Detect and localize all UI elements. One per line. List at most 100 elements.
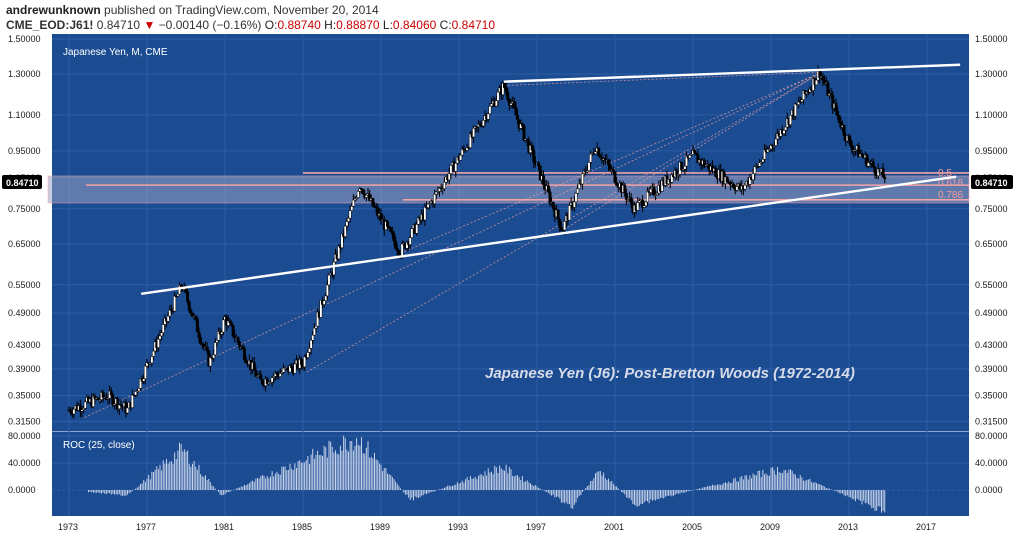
price-bar	[392, 233, 396, 242]
price-bar	[644, 201, 648, 206]
price-bar	[675, 170, 679, 176]
price-bar	[212, 354, 216, 359]
price-bar	[312, 327, 316, 336]
price-bar	[345, 221, 349, 227]
price-bar	[496, 91, 500, 101]
price-bar	[243, 348, 246, 361]
price-bar	[299, 359, 303, 365]
price-bar	[693, 150, 697, 154]
price-bar	[623, 184, 627, 194]
price-bar	[449, 165, 453, 174]
price-bar	[548, 191, 552, 204]
price-bar	[551, 202, 555, 209]
price-bar	[572, 201, 576, 208]
price-bar	[308, 348, 311, 353]
author-link[interactable]: andrewunknown	[6, 3, 101, 17]
price-bar	[537, 162, 541, 166]
y-tick-right: 0.75000	[975, 204, 1008, 214]
price-bar	[389, 227, 393, 233]
price-bar	[751, 173, 755, 180]
price-bar	[589, 153, 593, 163]
low-value: 0.84060	[392, 18, 437, 32]
price-bar	[135, 390, 139, 393]
price-bar	[504, 87, 508, 93]
price-bar	[324, 295, 328, 301]
price-bar	[72, 408, 76, 415]
price-bar	[231, 324, 235, 337]
price-bar	[199, 337, 203, 344]
x-tick: 1989	[370, 522, 390, 532]
x-tick: 1977	[136, 522, 156, 532]
price-bar	[826, 82, 830, 96]
price-bar	[577, 183, 581, 190]
resistance-trendline	[503, 63, 961, 83]
price-bar	[761, 159, 765, 163]
price-bar	[608, 164, 612, 171]
price-bar	[587, 162, 591, 171]
price-bar	[244, 359, 248, 363]
symbol-name[interactable]: CME_EOD:J61!	[6, 18, 94, 32]
price-bar	[611, 169, 615, 172]
price-bar	[821, 76, 825, 81]
price-bar	[459, 154, 463, 161]
price-bar	[195, 318, 199, 333]
price-bar	[442, 181, 446, 189]
price-bar	[213, 342, 217, 356]
price-bar	[629, 197, 633, 205]
price-bar	[594, 151, 597, 155]
price-bar	[860, 153, 864, 157]
price-bar	[836, 110, 840, 116]
y-tick-right: 0.65000	[975, 239, 1008, 249]
y-tick-left: 0.55000	[8, 280, 41, 290]
price-bar	[685, 155, 688, 167]
price-bar	[652, 187, 656, 196]
price-bar	[150, 356, 154, 364]
price-bar	[356, 190, 360, 198]
price-bar	[468, 133, 472, 149]
price-bar	[220, 331, 224, 335]
price-bar	[649, 188, 653, 193]
price-bar	[109, 390, 113, 396]
y-tick-left: 0.31500	[8, 416, 41, 426]
price-bar	[481, 120, 485, 127]
price-bar	[348, 210, 352, 219]
y-tick-left: 1.30000	[8, 69, 41, 79]
x-tick: 2017	[916, 522, 936, 532]
price-bar	[260, 379, 264, 385]
price-bar	[423, 206, 427, 221]
price-bar	[556, 209, 560, 220]
price-bar	[158, 335, 162, 340]
price-bar	[361, 188, 365, 195]
price-bar	[883, 176, 887, 180]
price-bar	[325, 284, 329, 297]
y-tick-right: 0.31500	[975, 416, 1008, 426]
price-bar	[486, 113, 490, 120]
price-bar	[415, 224, 419, 234]
price-bar	[881, 168, 885, 178]
price-bar	[160, 332, 164, 337]
price-bar	[152, 350, 155, 357]
fib-label: 0.786	[938, 190, 963, 201]
support-zone	[47, 175, 970, 204]
price-bar	[753, 166, 757, 174]
price-bar	[327, 274, 331, 286]
left-price-axis[interactable]: 1.500001.300001.100000.950000.850000.750…	[8, 34, 41, 495]
right-price-axis[interactable]: 1.500001.300001.100000.950000.850000.750…	[975, 34, 1008, 495]
price-bar	[512, 101, 516, 108]
price-bar	[371, 198, 375, 207]
price-bar	[101, 392, 105, 398]
price-change: −0.00140 (−0.16%)	[158, 18, 262, 32]
time-axis[interactable]: 1973 1977 1981 1985 1989 1993 1997 2001 2005 2009…	[58, 522, 936, 532]
price-bar	[789, 114, 792, 125]
y-tick-right: 0.49000	[975, 308, 1008, 318]
price-bar	[173, 295, 177, 312]
price-bar	[689, 154, 693, 156]
price-bar	[646, 190, 649, 203]
y-tick-left: 0.39000	[8, 364, 41, 374]
price-bar	[568, 205, 571, 221]
price-bar	[597, 147, 601, 157]
price-bar	[702, 160, 706, 167]
price-bar	[525, 138, 529, 141]
price-bar	[230, 322, 233, 326]
